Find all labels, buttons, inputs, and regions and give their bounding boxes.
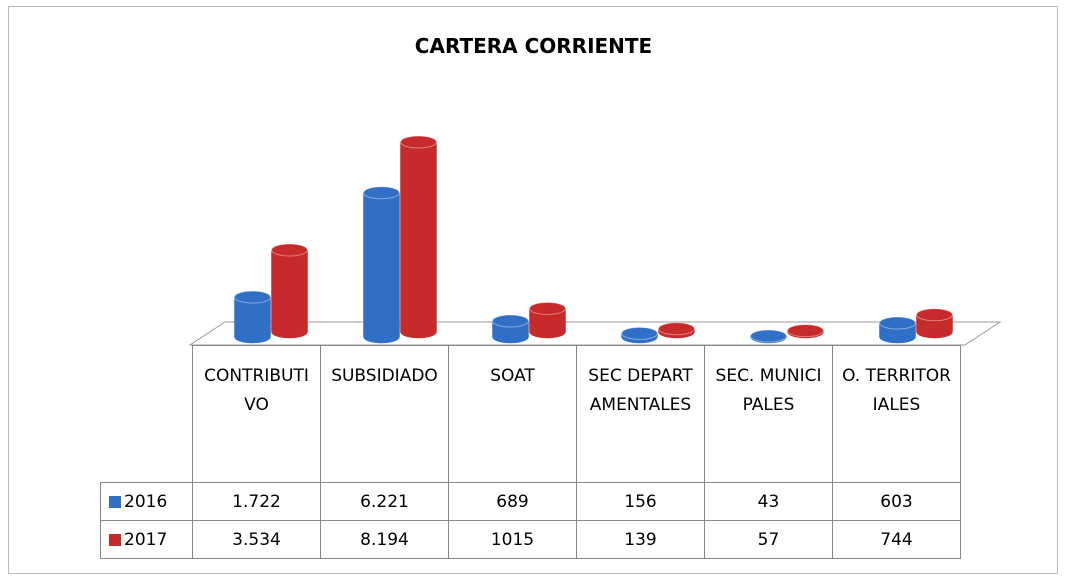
bar-top <box>363 186 400 200</box>
bar-top <box>621 326 658 340</box>
bar-top <box>400 135 437 149</box>
chart-title: CARTERA CORRIENTE <box>414 34 653 58</box>
bar-top <box>879 316 916 330</box>
category-label: SEC DEPARTAMENTALES <box>576 345 705 483</box>
legend-swatch <box>109 495 121 508</box>
bar-body <box>363 192 400 344</box>
bar-top <box>271 243 308 257</box>
legend-label: 2017 <box>124 529 168 550</box>
category-label: CONTRIBUTIVO <box>192 345 321 483</box>
legend-label: 2016 <box>124 491 168 512</box>
bar-body <box>234 296 271 344</box>
bar-body <box>492 320 529 344</box>
legend-entry: 2016 <box>100 482 193 521</box>
bar-body <box>916 314 953 339</box>
bar-top <box>658 322 695 336</box>
data-table: CONTRIBUTIVO SUBSIDIADO SOAT SEC DEPARTAMEN… <box>100 345 961 559</box>
legend-swatch <box>109 533 121 546</box>
category-label: O. TERRITORIALES <box>832 345 961 483</box>
bar-body <box>529 308 566 339</box>
bar <box>492 314 529 344</box>
bar-top <box>529 301 566 315</box>
data-label: 57 <box>704 520 833 559</box>
bar <box>916 308 953 339</box>
bar <box>400 135 437 339</box>
bar <box>787 324 824 339</box>
data-label: 8.194 <box>320 520 449 559</box>
bar <box>750 329 787 344</box>
category-label: SUBSIDIADO <box>320 345 449 483</box>
table-corner <box>100 345 193 483</box>
bar <box>621 326 658 344</box>
bar <box>529 301 566 339</box>
floor <box>188 321 1002 346</box>
bar-top <box>787 324 824 338</box>
data-label: 156 <box>576 482 705 521</box>
bar <box>271 243 308 339</box>
bar-body <box>271 249 308 339</box>
data-label: 744 <box>832 520 961 559</box>
data-label: 1015 <box>448 520 577 559</box>
bar <box>234 290 271 344</box>
data-label: 6.221 <box>320 482 449 521</box>
data-label: 689 <box>448 482 577 521</box>
bar-top <box>750 329 787 343</box>
data-label: 1.722 <box>192 482 321 521</box>
bar-top <box>492 314 529 328</box>
category-label: SOAT <box>448 345 577 483</box>
bar-top <box>916 308 953 322</box>
data-label: 139 <box>576 520 705 559</box>
bar-body <box>400 141 437 339</box>
chart-frame <box>8 6 1058 574</box>
data-label: 43 <box>704 482 833 521</box>
category-label: SEC. MUNICIPALES <box>704 345 833 483</box>
bar-top <box>234 290 271 304</box>
data-label: 3.534 <box>192 520 321 559</box>
data-label: 603 <box>832 482 961 521</box>
bar <box>363 186 400 344</box>
legend-entry: 2017 <box>100 520 193 559</box>
bar <box>879 316 916 344</box>
bar <box>658 322 695 339</box>
